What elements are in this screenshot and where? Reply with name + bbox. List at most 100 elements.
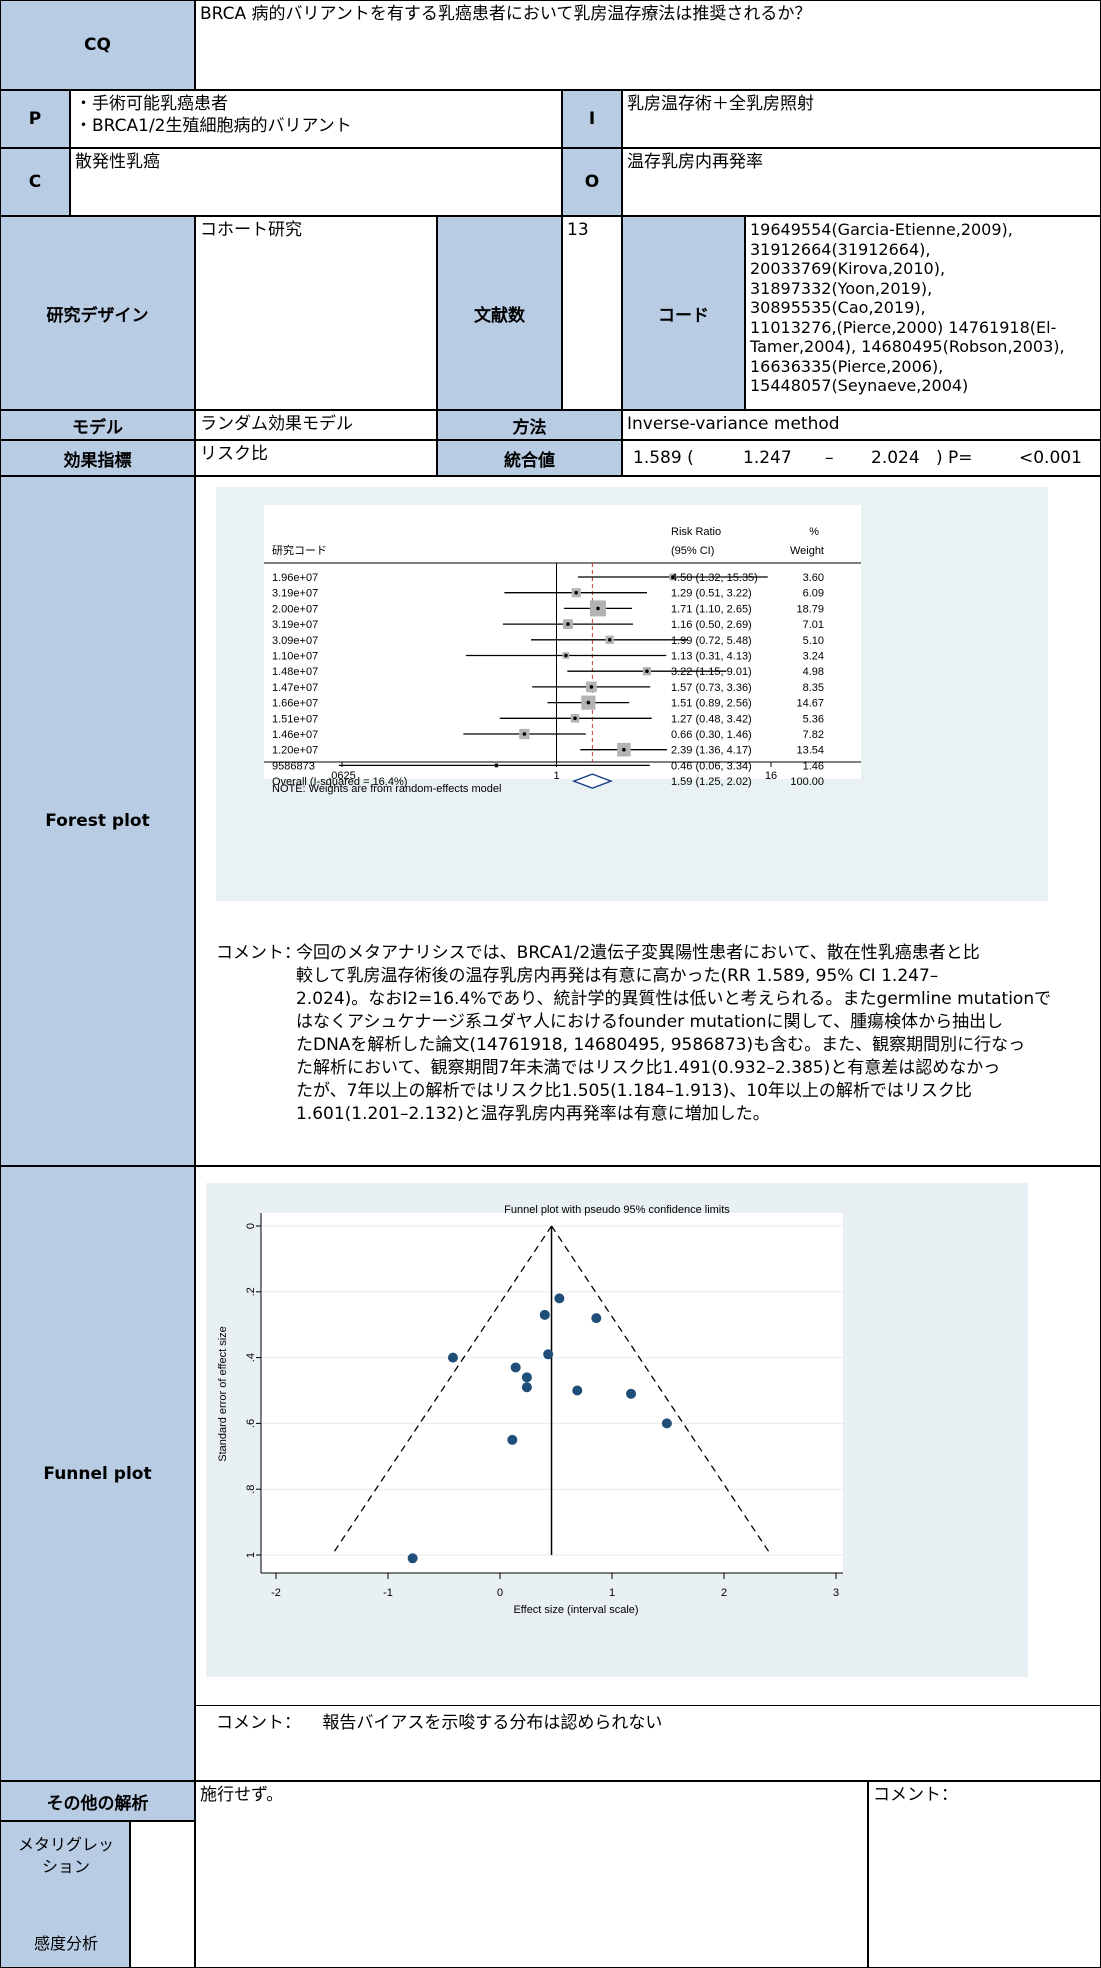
weight-label: 18.79 (796, 603, 824, 615)
other-value-cell: 施行せず。 (195, 1781, 868, 1968)
method-value: Inverse-variance method (627, 414, 840, 434)
weight-label: 8.35 (803, 682, 824, 694)
design-label-cell: 研究デザイン (0, 216, 195, 410)
point-estimate (573, 716, 577, 721)
effect-value-cell: リスク比 (195, 440, 437, 476)
y-tick-label: .4 (245, 1353, 257, 1362)
pooled-label: 統合値 (504, 450, 555, 471)
study-point (521, 1382, 532, 1393)
funnel-comment: コメント： 報告バイアスを示唆する分布は認められない (216, 1712, 662, 1735)
y-tick-label: .8 (245, 1485, 257, 1494)
weight-label: 3.24 (803, 651, 824, 663)
method-value-cell: Inverse-variance method (622, 410, 1101, 440)
y-tick-label: 1 (245, 1552, 257, 1558)
point-estimate (607, 638, 612, 642)
comment-line: はなくアシュケナージ系ユダヤ人におけるfounder mutationに関して、… (296, 1012, 1004, 1032)
code-line: 11013276,(Pierce,2000) 14761918(El- (750, 317, 1057, 337)
x-tick-label: 1 (553, 770, 559, 782)
confidence-limit-right (550, 1225, 772, 1556)
rr-ci-label: 1.71 (1.10, 2.65) (671, 603, 752, 615)
study-point (572, 1385, 583, 1396)
code-line: 16636335(Pierce,2006), (750, 356, 944, 376)
count-value: 13 (567, 220, 589, 240)
rr-ci-label: 1.13 (0.31, 4.13) (671, 651, 752, 663)
effect-value: リスク比 (200, 444, 268, 464)
col-header-weight: Weight (790, 545, 824, 557)
effect-label: 効果指標 (63, 450, 132, 471)
study-point (521, 1372, 532, 1383)
study-point (407, 1553, 418, 1564)
point-estimate (564, 653, 568, 658)
comment-line: 2.024)。なおI2=16.4%であり、統計学的異質性は低いと考えられる。また… (296, 989, 1052, 1009)
code-line: 19649554(Garcia-Etienne,2009), (750, 220, 1013, 239)
x-tick-label: .0625 (328, 770, 356, 782)
c-label: C (28, 172, 42, 192)
c-text-cell: 散発性乳癌 (70, 148, 562, 216)
cq-text-cell: BRCA 病的バリアントを有する乳癌患者において乳房温存療法は推奨されるか？ (195, 0, 1101, 90)
comment-line: た解析において、観察期間7年未満ではリスク比1.491(0.932–2.385)… (296, 1058, 1001, 1078)
code-line: 31912664(31912664), (750, 239, 931, 259)
study-label: 9586873 (272, 760, 315, 772)
rr-ci-label: 0.46 (0.06, 3.34) (671, 760, 752, 772)
method-label-cell: 方法 (437, 410, 622, 440)
weight-label: 13.54 (796, 745, 824, 757)
funnel-content-cell: Funnel plot with pseudo 95% confidence l… (195, 1166, 1101, 1781)
study-label: 1.66e+07 (272, 698, 318, 710)
rr-ci-label: 1.57 (0.73, 3.36) (671, 682, 752, 694)
o-text-cell: 温存乳房内再発率 (622, 148, 1101, 216)
study-label: 3.19e+07 (272, 588, 318, 600)
p-line-1: ・手術可能乳癌患者 (75, 94, 228, 114)
c-label-cell: C (0, 148, 70, 216)
cq-label: CQ (84, 35, 111, 55)
pooled-dash: – (825, 448, 834, 468)
p-label-cell: P (0, 90, 70, 148)
model-value: ランダム効果モデル (200, 414, 353, 434)
comment-line: 今回のメタアナリシスでは、BRCA1/2遺伝子変異陽性患者において、散在性乳癌患… (296, 943, 980, 963)
c-text: 散発性乳癌 (75, 152, 160, 172)
pooled-value-cell: 1.589 ( 1.247 – 2.024 ) P= <0.001 (622, 440, 1101, 476)
design-value-cell: コホート研究 (195, 216, 437, 410)
code-label: コード (658, 305, 709, 326)
pooled-p-value: <0.001 (1019, 448, 1082, 468)
rr-ci-label: 3.22 (1.15, 9.01) (671, 666, 752, 678)
i-text: 乳房温存術＋全乳房照射 (627, 94, 814, 114)
study-point (661, 1418, 672, 1429)
funnel-comment-text: 報告バイアスを示唆する分布は認められない (322, 1713, 663, 1733)
weight-label: 5.10 (803, 635, 824, 647)
weight-label: 4.98 (803, 666, 824, 678)
x-tick-label: -1 (383, 1587, 393, 1599)
x-tick-label: 2 (721, 1587, 727, 1599)
sub-analysis-value-cell (130, 1821, 195, 1968)
rr-ci-label: 1.16 (0.50, 2.69) (671, 619, 752, 631)
forest-content-cell: 研究コード Risk Ratio (95% CI)% Weight 1.96e+07 4.… (195, 476, 1101, 1166)
model-value-cell: ランダム効果モデル (195, 410, 437, 440)
study-label: 3.19e+07 (272, 619, 318, 631)
rr-ci-label: 1.27 (0.48, 3.42) (671, 713, 752, 725)
o-label: O (584, 172, 600, 192)
col-header-ci: (95% CI) (671, 545, 714, 557)
point-estimate (645, 669, 649, 673)
forest-note: NOTE: Weights are from random-effects mo… (272, 783, 501, 795)
study-label: 1.20e+07 (272, 745, 318, 757)
effect-label-cell: 効果指標 (0, 440, 195, 476)
weight-label: 7.82 (803, 729, 824, 741)
study-label: 1.10e+07 (272, 651, 318, 663)
other-label-cell: その他の解析 (0, 1781, 195, 1821)
pooled-lower: 1.247 (743, 448, 792, 468)
col-header-study: 研究コード (272, 543, 327, 557)
sub-analysis-cell: メタリグレッ ション 感度分析 (0, 1821, 130, 1968)
study-point (510, 1362, 521, 1373)
point-estimate (494, 763, 499, 768)
weight-label: 1.46 (803, 760, 824, 772)
weight-label: 3.60 (803, 572, 824, 584)
point-estimate (522, 732, 527, 736)
funnel-ylabel: Standard error of effect size (217, 1326, 229, 1462)
study-label: 3.09e+07 (272, 635, 318, 647)
rr-ci-label: 2.39 (1.36, 4.17) (671, 745, 752, 757)
x-tick-label: 1 (609, 1587, 615, 1599)
weight-label: 14.67 (796, 698, 824, 710)
pooled-estimate: 1.589 ( (633, 448, 694, 468)
code-line: Tamer,2004), 14680495(Robson,2003), (750, 337, 1065, 356)
study-point (626, 1388, 637, 1399)
y-tick-label: 0 (245, 1223, 257, 1229)
